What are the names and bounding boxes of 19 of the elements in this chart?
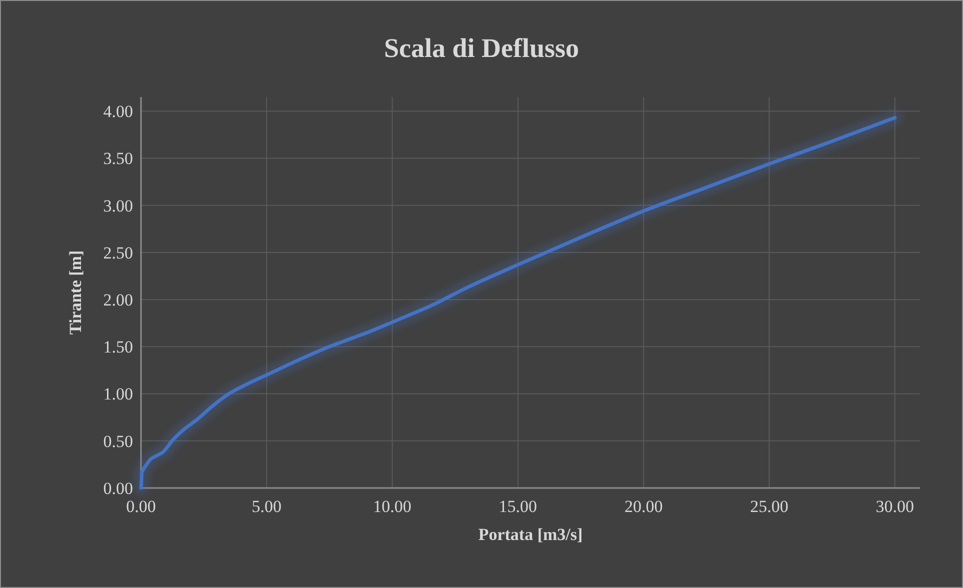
- x-tick-label: 30.00: [876, 497, 914, 516]
- x-tick-label: 0.00: [126, 497, 156, 516]
- chart-title: Scala di Deflusso: [384, 33, 580, 63]
- y-tick-label: 0.00: [103, 478, 133, 498]
- x-tick-label: 15.00: [498, 497, 538, 516]
- x-tick-label: 5.00: [252, 497, 282, 516]
- y-tick-label: 4.00: [103, 102, 133, 122]
- x-tick-label: 25.00: [750, 497, 788, 516]
- y-tick-label: 1.00: [103, 384, 133, 404]
- y-tick-label: 3.00: [103, 196, 133, 216]
- y-axis-title: Tirante [m]: [66, 250, 85, 335]
- x-tick-label: 10.00: [373, 497, 412, 516]
- y-tick-label: 2.50: [103, 243, 133, 262]
- y-tick-label: 1.50: [103, 338, 133, 357]
- x-axis-title: Portata [m3/s]: [478, 525, 583, 544]
- y-tick-label: 0.50: [103, 432, 133, 451]
- y-tick-label: 2.00: [103, 290, 133, 310]
- x-tick-label: 20.00: [624, 497, 663, 516]
- y-tick-label: 3.50: [103, 149, 133, 168]
